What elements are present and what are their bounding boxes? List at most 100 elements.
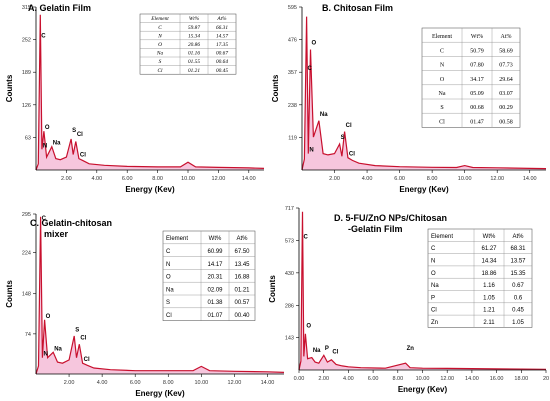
chart-panel-b: 2.00 4.00 6.00 8.00 10.00 12.00 14.00 119 238 357… [271, 3, 547, 194]
peak-label: O [306, 323, 311, 329]
table-header-cell: At% [216, 16, 227, 22]
table-cell: 01.21 [234, 287, 250, 293]
peak-label: O [311, 41, 316, 47]
y-axis-label: Counts [5, 74, 14, 102]
x-tick-label: 14.00 [465, 376, 479, 382]
table-cell: S [159, 59, 162, 65]
x-tick-label: 0.00 [294, 376, 305, 382]
x-tick-label: 14.00 [242, 176, 256, 182]
x-tick-label: 4.00 [362, 176, 373, 182]
panel-title-line: mixer [44, 229, 69, 239]
peak-label: N [43, 143, 47, 149]
panel-title-line: Chitosan Film [334, 3, 394, 13]
table-cell: 01.38 [207, 300, 223, 306]
panel-title-line: Gelatin-chitosan [42, 218, 113, 228]
table-cell: 15.35 [510, 271, 526, 277]
peak-label: C [41, 34, 46, 40]
table-cell: 18.86 [481, 271, 497, 277]
x-tick-label: 6.00 [368, 376, 379, 382]
table-cell: 29.64 [499, 77, 513, 83]
table-header-cell: Wt% [189, 16, 200, 22]
table-cell: P [431, 295, 435, 301]
panel-title: B. Chitosan Film [322, 3, 393, 13]
table-cell: C [440, 48, 444, 54]
table-header-cell: Element [432, 34, 452, 40]
chart-panel-d: 0.00 2.00 4.00 6.00 8.00 10.00 12.00 14.00 16.00… [268, 206, 549, 394]
y-tick-label: 476 [288, 38, 297, 44]
panel-title-line: Gelatin Film [40, 3, 92, 13]
peak-label: Cl [332, 349, 338, 355]
peak-label: Zn [407, 346, 415, 352]
table-cell: 50.79 [470, 48, 484, 54]
table-header-cell: Wt% [209, 236, 222, 242]
table-header-cell: Wt% [483, 234, 496, 240]
table-cell: 20.86 [188, 42, 200, 48]
composition-table: Element Wt% At% C 61.27 68.31 N 14.34 13.57 O 18.8… [427, 228, 533, 328]
table-cell: 2.11 [483, 320, 495, 326]
chart-panel-c: 2.00 4.00 6.00 8.00 10.00 12.00 14.00 74 148 224 2… [5, 212, 285, 398]
peak-label: C [303, 235, 308, 241]
table-cell: Na [156, 51, 164, 57]
x-tick-label: 14.00 [523, 176, 537, 182]
table-cell: 01.16 [188, 51, 200, 57]
table-cell: 60.99 [207, 249, 223, 255]
table-cell: 01.55 [188, 59, 200, 65]
table-cell: 0.67 [512, 283, 524, 289]
table-cell: 13.57 [510, 258, 526, 264]
table-cell: 07.73 [499, 63, 513, 69]
peak-label: S [341, 135, 345, 141]
x-axis-label: Energy (Kev) [398, 385, 448, 394]
x-tick-label: 10.00 [416, 376, 430, 382]
table-cell: N [166, 262, 170, 268]
table-cell: 13.45 [234, 262, 250, 268]
composition-table: Element Wt% At% C 60.99 67.50 N 14.17 13.45 O 20.3… [162, 230, 256, 321]
panel-title: A. Gelatin Film [28, 3, 91, 13]
panel-label: B. [322, 3, 334, 13]
table-cell: O [158, 42, 162, 48]
table-cell: 00.57 [234, 300, 250, 306]
table-cell: 61.27 [481, 246, 497, 252]
peak-label: Cl [80, 335, 86, 341]
peak-label: O [46, 314, 51, 320]
x-tick-label: 10.00 [181, 176, 195, 182]
table-cell: 34.17 [470, 77, 484, 83]
table-cell: 14.57 [216, 33, 228, 39]
table-frame [421, 27, 521, 128]
x-tick-label: 2.00 [64, 380, 75, 386]
panel-label: A. [28, 3, 40, 13]
peak-label: Cl [349, 152, 355, 158]
x-tick-label: 8.00 [152, 176, 163, 182]
peak-label: Cl [77, 132, 83, 138]
peak-label: Na [313, 348, 321, 354]
y-tick-label: 224 [22, 251, 31, 257]
composition-table: Element Wt% At% C 50.79 58.69 N 07.80 07.73 O 34.1… [421, 27, 521, 128]
y-tick-label: 143 [285, 336, 294, 342]
table-cell: S [440, 105, 443, 111]
y-tick-label: 573 [285, 239, 294, 245]
x-axis-label: Energy (Kev) [399, 185, 449, 194]
x-tick-label: 10.00 [194, 380, 208, 386]
x-tick-label: 6.00 [394, 176, 405, 182]
table-cell: 1.05 [483, 295, 495, 301]
table-cell: 07.80 [470, 63, 484, 69]
x-tick-label: 12.00 [490, 176, 504, 182]
x-tick-label: 4.00 [97, 380, 108, 386]
y-tick-label: 63 [25, 135, 31, 141]
table-cell: 0.45 [512, 308, 524, 314]
y-tick-label: 286 [285, 303, 294, 309]
table-header-cell: Wt% [471, 34, 483, 40]
y-tick-label: 148 [22, 292, 31, 298]
panel-title: C. Gelatin-chitosan mixer [30, 218, 112, 239]
table-cell: 00.45 [216, 68, 228, 74]
table-cell: O [431, 271, 436, 277]
table-cell: 00.68 [470, 105, 484, 111]
table-cell: 20.31 [207, 275, 223, 281]
table-cell: 68.31 [510, 246, 526, 252]
table-cell: 01.07 [207, 313, 223, 319]
table-cell: 14.34 [481, 258, 497, 264]
table-header-cell: Element [150, 16, 169, 22]
spectrum-line [35, 14, 265, 171]
peak-label: S [75, 327, 79, 333]
x-tick-label: 14.00 [261, 380, 275, 386]
